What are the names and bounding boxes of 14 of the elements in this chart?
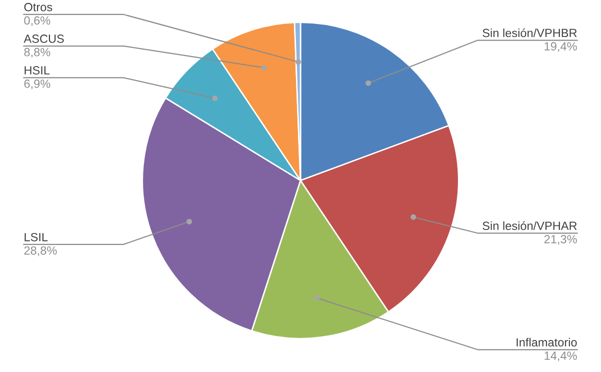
slice-label: Inflamatorio xyxy=(516,338,577,347)
slice-label: LSIL xyxy=(24,232,48,242)
slice-label: ASCUS xyxy=(24,34,64,43)
data-label: 8,8% xyxy=(24,48,50,58)
data-label: 6,9% xyxy=(24,80,50,90)
data-label: 28,8% xyxy=(24,246,57,256)
slice-label: Sin lesión/VPHAR xyxy=(482,221,577,230)
data-label: 0,6% xyxy=(24,16,50,26)
data-label: 21,3% xyxy=(544,235,577,245)
data-label: 14,4% xyxy=(544,352,577,362)
slice-label: Otros xyxy=(24,2,52,12)
slice-label: HSIL xyxy=(24,66,50,75)
data-label: 19,4% xyxy=(544,42,577,52)
slice-label: Sin lesión/VPHBR xyxy=(482,28,577,38)
